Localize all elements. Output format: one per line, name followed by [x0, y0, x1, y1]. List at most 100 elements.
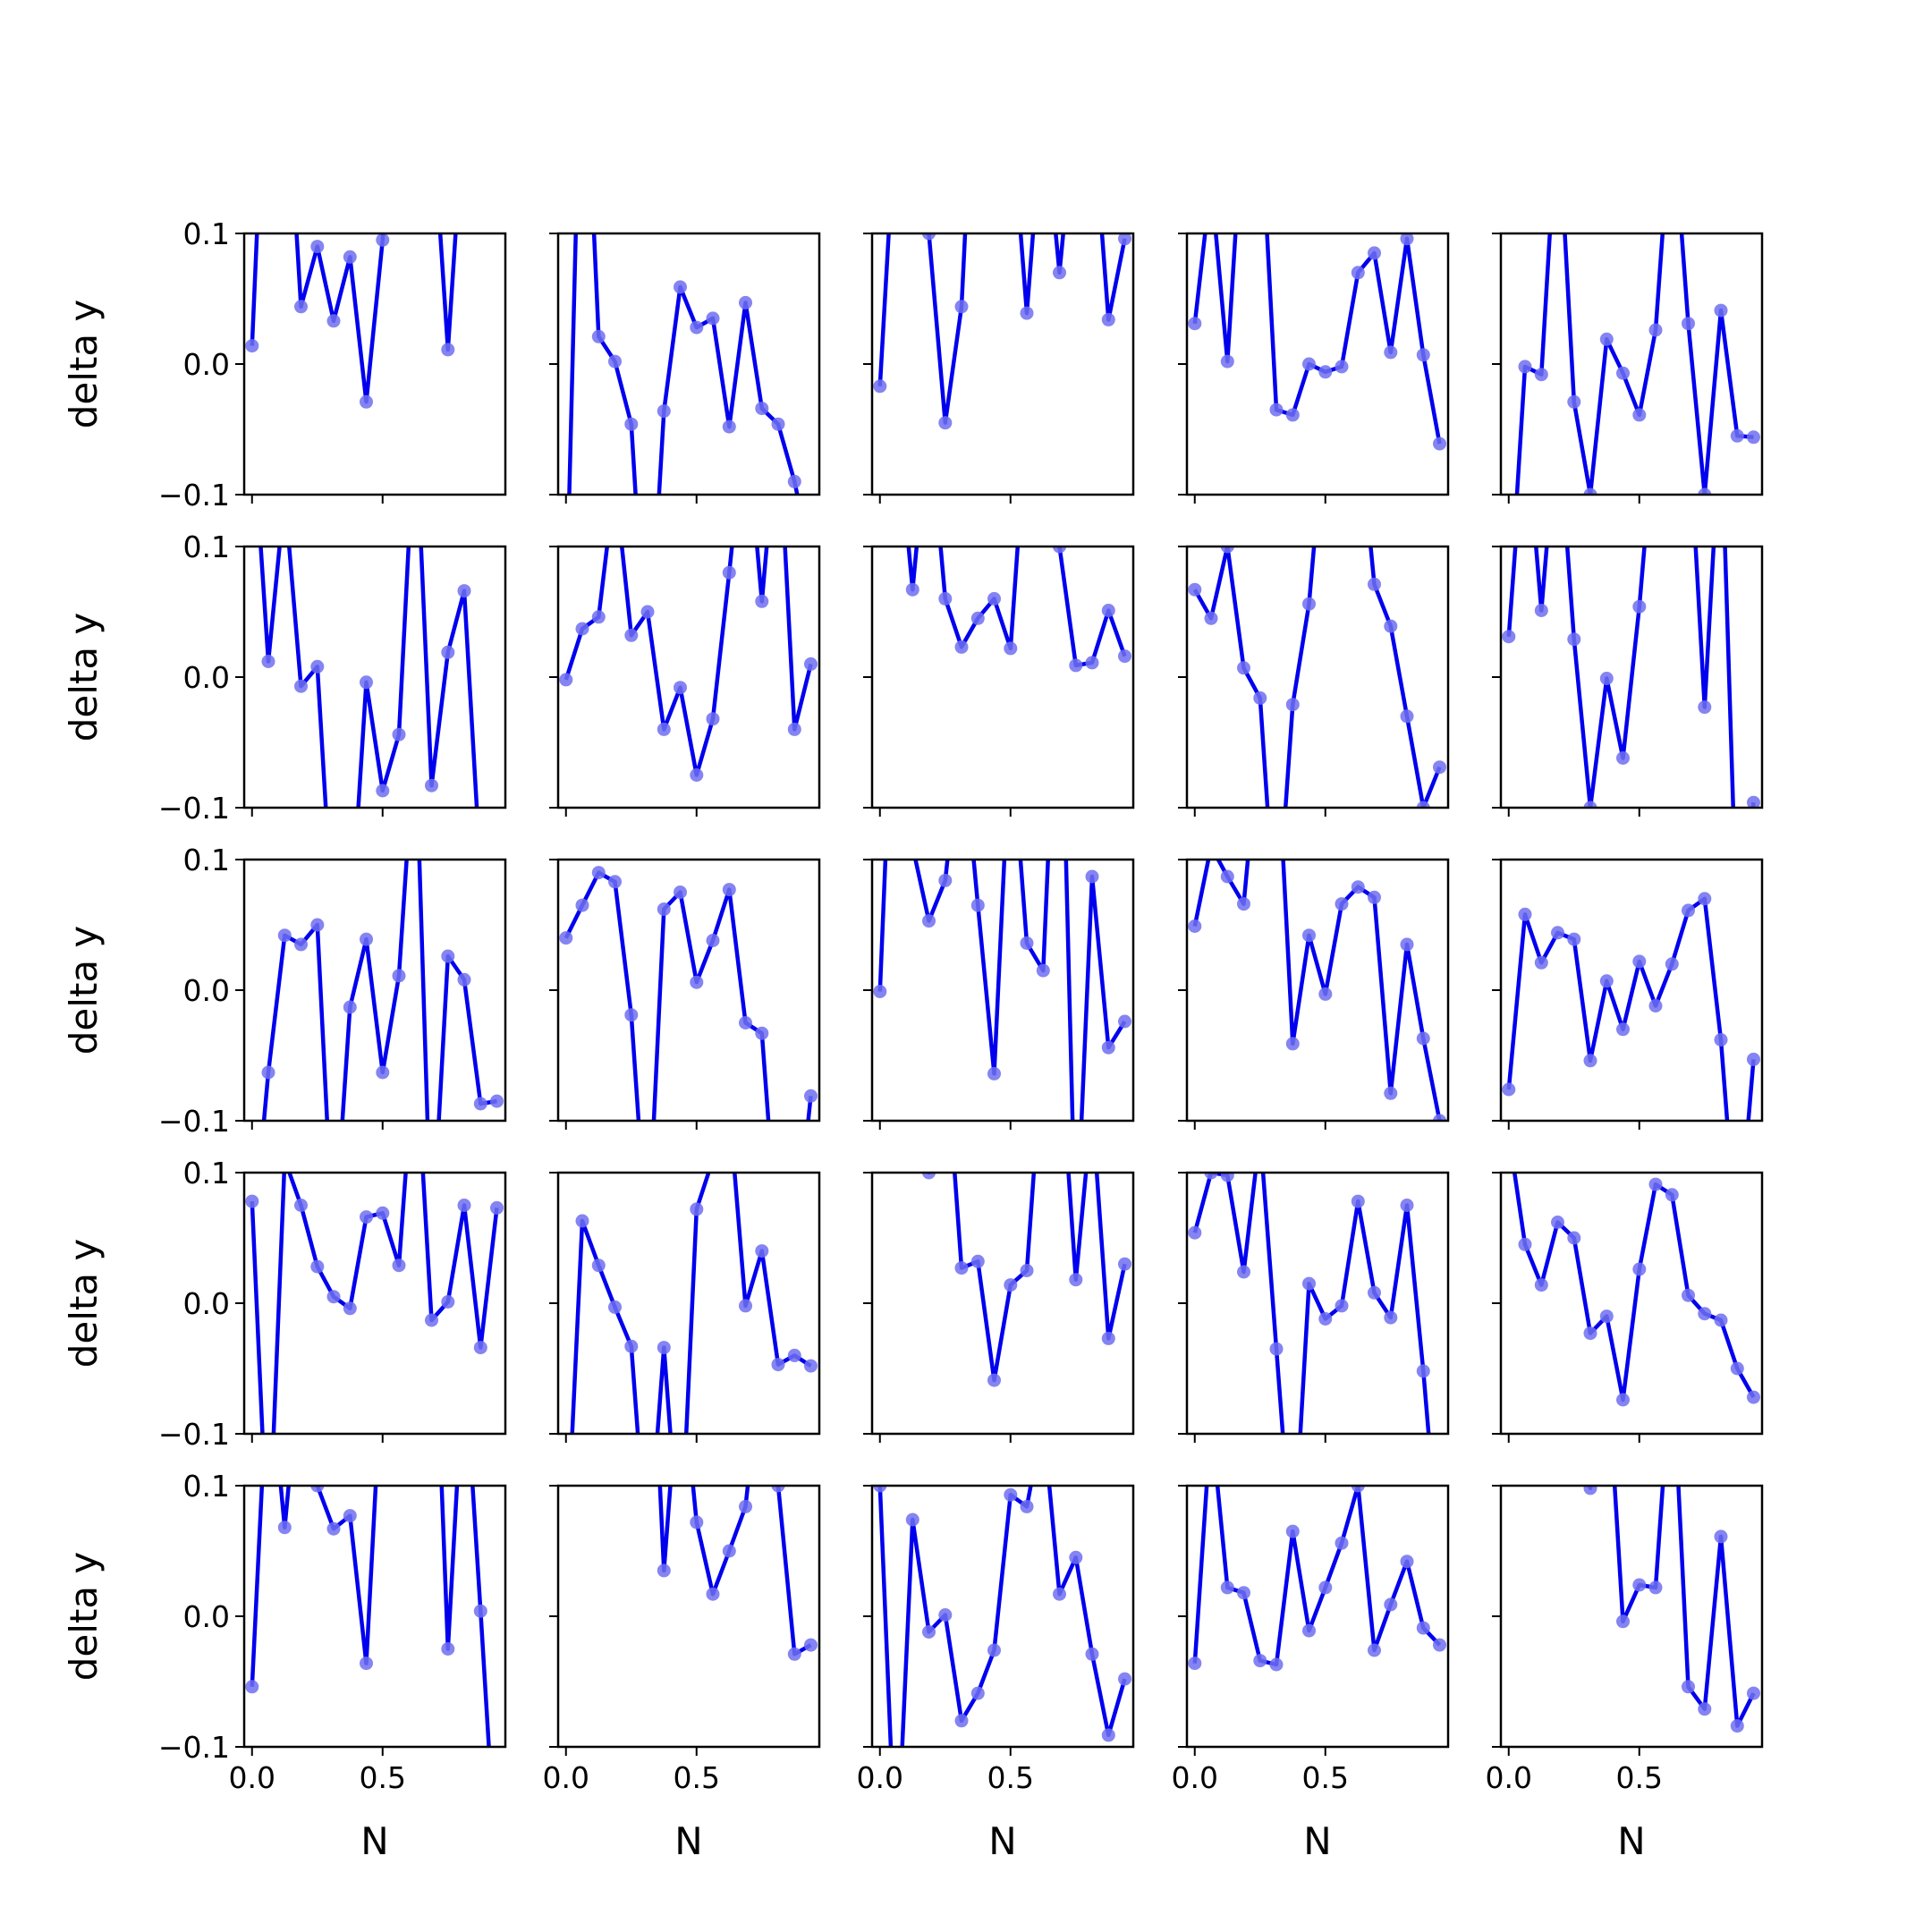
data-point-15	[1101, 1040, 1115, 1055]
data-point-7	[657, 722, 671, 736]
x-tick-label: 0.0	[1486, 1760, 1532, 1795]
data-point-14	[1714, 1530, 1728, 1544]
data-point-9	[1632, 954, 1647, 969]
data-point-6	[954, 1261, 969, 1275]
data-point-9	[376, 784, 390, 798]
data-point-6	[1583, 487, 1597, 495]
x-tick-label: 0.0	[1172, 1760, 1218, 1795]
data-point-1	[873, 1486, 887, 1493]
data-point-15	[787, 1348, 801, 1362]
data-point-7	[970, 1686, 985, 1700]
data-point-10	[706, 311, 720, 326]
data-point-9	[376, 1206, 390, 1220]
data-point-11	[1665, 97, 1679, 110]
data-point-12	[1368, 1285, 1381, 1300]
data-point-4	[1237, 97, 1250, 110]
data-point-4	[1237, 661, 1250, 675]
series-group	[261, 860, 504, 1121]
data-point-6	[326, 1290, 341, 1304]
series-line	[927, 1173, 1127, 1383]
data-point-5	[624, 1339, 639, 1353]
data-point-5	[1567, 394, 1581, 409]
data-point-13	[1069, 97, 1082, 110]
series-group	[258, 547, 479, 808]
data-point-15	[1416, 801, 1430, 808]
series-group	[873, 97, 1131, 430]
data-point-5	[1567, 1231, 1581, 1245]
data-point-12	[1053, 547, 1066, 554]
data-point-15	[1416, 1031, 1430, 1046]
data-point-9	[376, 1065, 390, 1080]
data-point-12	[739, 295, 752, 309]
series-line	[1192, 233, 1442, 445]
data-point-13	[1069, 1550, 1083, 1564]
data-point-12	[1368, 890, 1381, 904]
subplot-r2-c2	[549, 545, 821, 817]
data-point-14	[771, 417, 785, 431]
data-point-7	[1285, 408, 1300, 422]
data-point-14	[1400, 937, 1414, 952]
data-point-14	[458, 97, 471, 110]
data-point-16	[804, 657, 818, 671]
data-point-10	[1335, 897, 1349, 911]
data-point-16	[1118, 233, 1131, 246]
data-point-2	[1518, 907, 1532, 921]
data-point-12	[1682, 1680, 1695, 1694]
data-point-14	[457, 972, 471, 987]
series-group	[245, 1173, 504, 1434]
data-point-9	[1632, 599, 1647, 614]
data-point-3	[1534, 368, 1548, 382]
data-point-16	[804, 1638, 818, 1652]
data-point-10	[392, 727, 406, 741]
data-point-4	[922, 1173, 936, 1180]
data-point-11	[1665, 1188, 1679, 1202]
data-point-15	[473, 1097, 487, 1111]
subplot-r1-c1: 0.1 0.0 −0.1 delta y	[62, 31, 507, 513]
x-tick-label: 0.0	[543, 1760, 589, 1795]
plot-area	[1187, 860, 1448, 1121]
x-tick-label: 0.5	[1302, 1760, 1349, 1795]
data-point-9	[1004, 641, 1018, 656]
y-tick-label: 0.1	[183, 1156, 230, 1191]
data-point-8	[1616, 366, 1630, 380]
series-line	[1512, 1173, 1756, 1402]
plot-area	[872, 1173, 1133, 1434]
data-point-2	[261, 655, 275, 668]
data-point-8	[1616, 1022, 1630, 1037]
series-line	[258, 547, 479, 808]
data-point-1	[559, 673, 573, 687]
plot-area	[244, 860, 505, 1121]
data-point-8	[1616, 1614, 1630, 1629]
subplot-r3-c3	[863, 858, 1135, 1130]
subplot-r1-c5	[1492, 97, 1764, 504]
data-point-2	[1204, 1173, 1218, 1180]
data-point-3	[277, 1521, 292, 1535]
data-point-3	[278, 31, 292, 45]
data-point-16	[804, 1359, 818, 1373]
series-group	[1502, 547, 1760, 808]
y-axis-label: delta y	[62, 613, 106, 742]
data-point-14	[1086, 97, 1099, 110]
y-axis-label: delta y	[62, 300, 106, 429]
data-point-15	[1101, 312, 1115, 326]
x-tick-label: 0.5	[674, 1760, 720, 1795]
subplot-r4-c5	[1492, 1171, 1764, 1443]
plot-area	[872, 233, 1133, 495]
data-point-5	[310, 1486, 325, 1493]
data-point-12	[425, 778, 438, 792]
data-point-16	[1747, 1052, 1760, 1066]
data-point-13	[1698, 892, 1712, 906]
data-point-13	[1384, 1086, 1398, 1100]
data-point-7	[343, 250, 357, 264]
data-point-8	[1302, 928, 1316, 943]
data-point-4	[922, 1625, 936, 1639]
data-point-16	[1118, 1257, 1131, 1271]
data-point-4	[1237, 1265, 1250, 1279]
subplot-r2-c4	[1178, 545, 1450, 817]
data-point-9	[690, 768, 704, 782]
y-tick-label: −0.1	[158, 791, 230, 826]
x-tick-label: 0.5	[1616, 1760, 1663, 1795]
data-point-7	[970, 1254, 985, 1268]
data-point-8	[674, 280, 687, 294]
data-point-16	[1747, 430, 1760, 445]
